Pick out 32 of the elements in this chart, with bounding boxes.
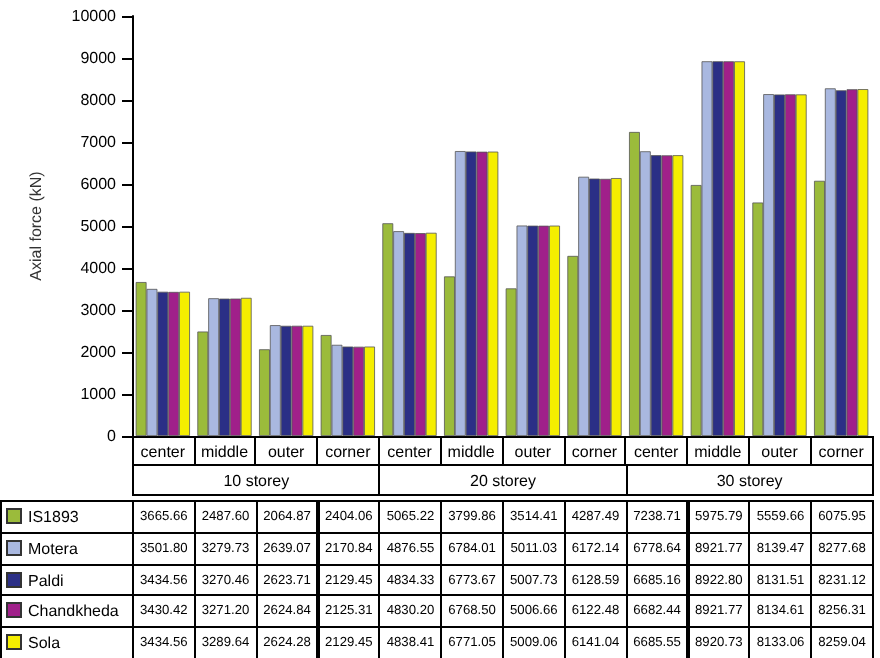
- legend-label: Paldi: [0, 563, 134, 597]
- x-tick-label: middle: [200, 443, 250, 461]
- x-tick-label: outer: [267, 443, 306, 461]
- legend-label: Motera: [0, 531, 134, 566]
- y-tick-label: 8000: [80, 91, 118, 109]
- x-tick-label: center: [633, 443, 680, 461]
- x-tick-label: corner: [325, 443, 372, 461]
- x-tick-label: outer: [761, 443, 799, 461]
- y-tick-label: 0: [107, 427, 118, 445]
- x-tick-label: corner: [818, 443, 865, 461]
- text: 30 storey: [625, 464, 874, 496]
- y-tick-label: 5000: [80, 217, 118, 235]
- y-tick-label: 1000: [80, 385, 118, 403]
- legend-label: IS1893: [0, 500, 134, 534]
- y-tick-label: 10000: [71, 7, 118, 25]
- x-tick-label: middle: [447, 443, 496, 461]
- text: 20 storey: [378, 464, 628, 496]
- text: 10 storey: [132, 464, 381, 496]
- legend-label: Sola: [0, 626, 134, 658]
- y-tick-label: 2000: [80, 343, 118, 361]
- y-axis-title: Axial force (kN): [27, 170, 45, 281]
- y-tick-label: 6000: [80, 175, 118, 193]
- x-tick-label: corner: [571, 443, 618, 461]
- legend-label: Chandkheda: [0, 594, 134, 629]
- x-tick-label: outer: [514, 443, 552, 461]
- y-tick-label: 7000: [80, 133, 118, 151]
- x-tick-label: middle: [694, 443, 743, 461]
- x-tick-label: center: [140, 443, 186, 461]
- x-tick-label: center: [387, 443, 433, 461]
- y-tick-label: 9000: [80, 49, 118, 67]
- y-tick-label: 3000: [80, 301, 118, 319]
- y-tick-label: 4000: [80, 259, 118, 277]
